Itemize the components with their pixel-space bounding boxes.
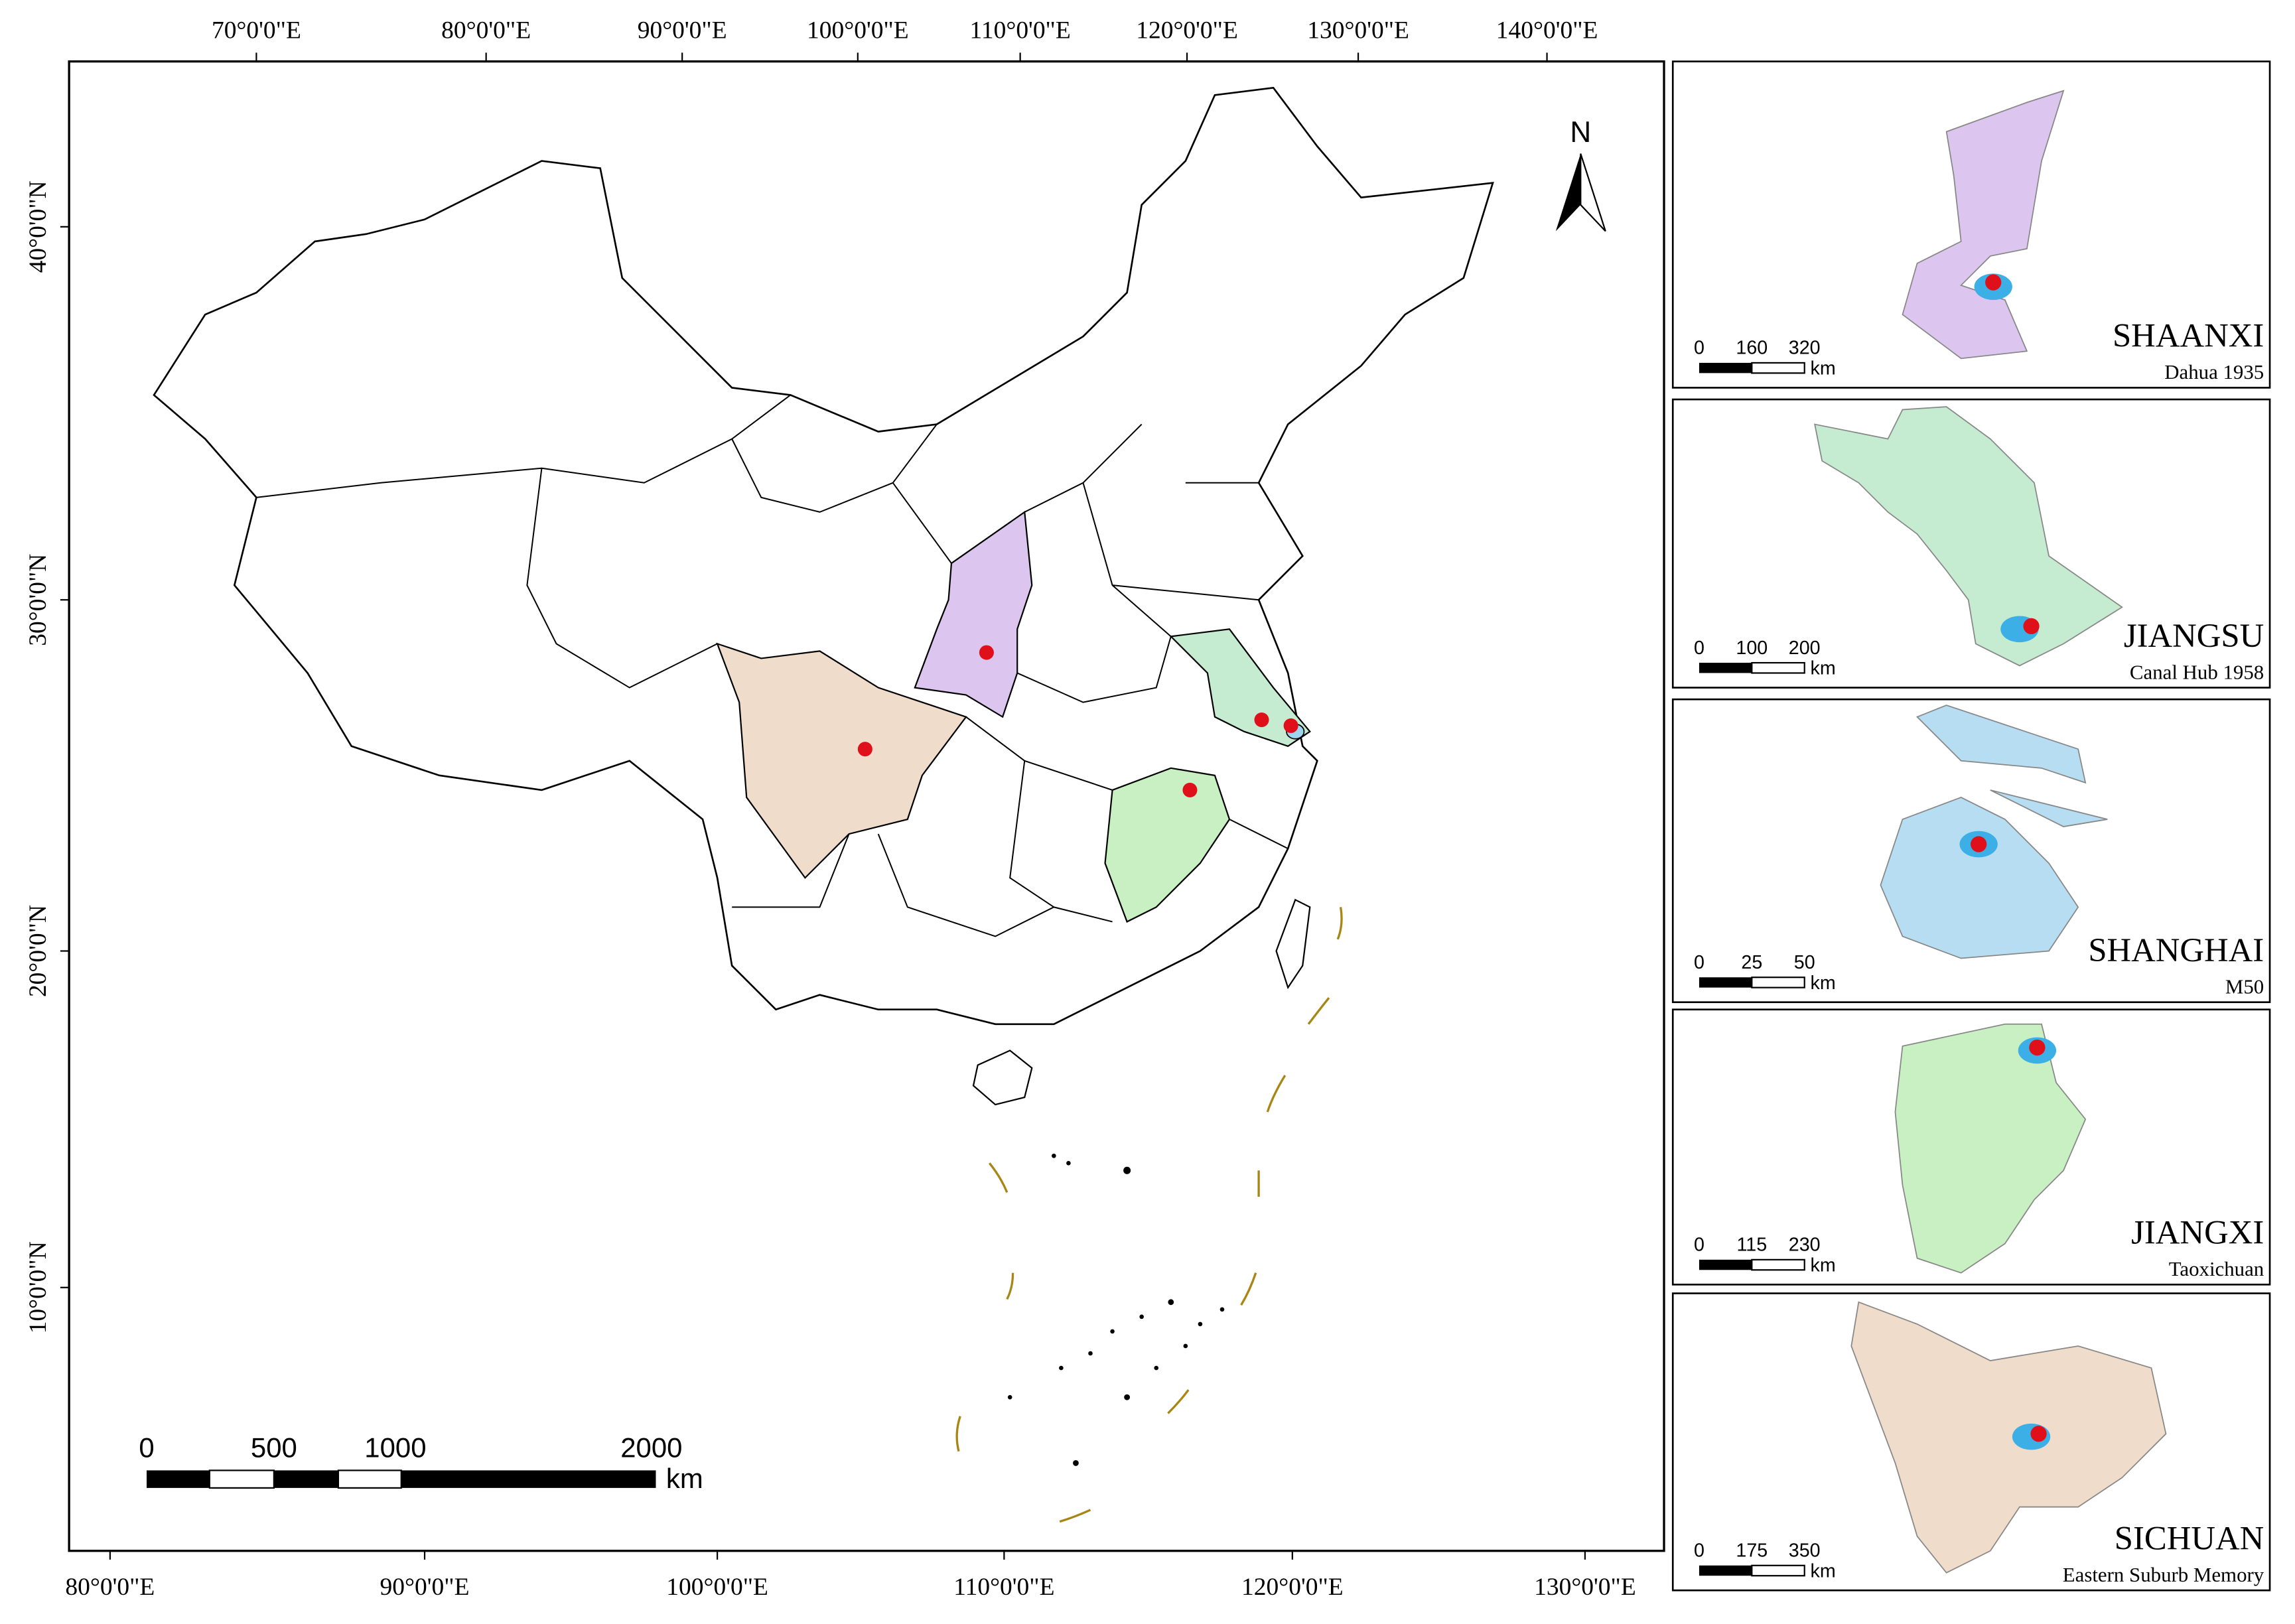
top-tick-label: 130°0'0"E [1307, 17, 1409, 44]
province-sichuan [716, 642, 967, 879]
inset-scale-unit: km [1811, 1254, 1836, 1276]
inset-scale-label: 0 [1694, 638, 1704, 659]
inset-site-name: Eastern Suburb Memory [2063, 1563, 2264, 1586]
inset-site-point [2030, 1426, 2047, 1442]
inset-scale-unit: km [1811, 358, 1836, 379]
site-points [857, 645, 1298, 797]
inset-site-point [2023, 618, 2040, 635]
inset-scale-white [1751, 661, 1805, 674]
scale-label: 500 [251, 1432, 297, 1463]
taiwan [1275, 898, 1311, 990]
inset-scale-label: 0 [1694, 1235, 1704, 1256]
top-tick-label: 100°0'0"E [807, 17, 909, 44]
left-tick-label: 40°0'0"N [25, 180, 52, 273]
inset-province [1880, 705, 2108, 959]
inset-scale-label: 320 [1789, 338, 1821, 359]
top-tick-label: 80°0'0"E [441, 17, 531, 44]
bottom-tick-label: 90°0'0"E [380, 1574, 470, 1601]
inset-site-point [1985, 274, 2002, 291]
inset-scale-black [1699, 977, 1752, 988]
inset-province-name: JIANGXI [2131, 1214, 2264, 1251]
province-boundaries [256, 394, 1288, 937]
inset-site-name: Canal Hub 1958 [2130, 660, 2264, 683]
inset-scale-label: 50 [1794, 952, 1815, 973]
inset-scale-label: 200 [1789, 638, 1821, 659]
inset-scale-white [1751, 977, 1805, 988]
inset-province-name: SHANGHAI [2088, 931, 2264, 969]
nine-dash-line [955, 907, 1343, 1523]
top-tick-label: 70°0'0"E [212, 17, 301, 44]
scale-label: 1000 [364, 1432, 426, 1463]
inset-site-point [2029, 1039, 2046, 1056]
inset-scale-label: 175 [1736, 1540, 1768, 1562]
inset-scale-label: 0 [1694, 1540, 1704, 1562]
bottom-tick-label: 80°0'0"E [65, 1574, 155, 1601]
inset-scale-label: 350 [1789, 1540, 1821, 1562]
inset-scale-label: 25 [1741, 952, 1762, 973]
inset-scale-label: 115 [1736, 1235, 1767, 1256]
north-arrow-left [1555, 153, 1581, 232]
islands [1007, 1153, 1225, 1466]
inset-province-name: SHAANXI [2113, 317, 2264, 354]
scale-label: 0 [139, 1432, 154, 1463]
left-tick-label: 20°0'0"N [25, 905, 52, 997]
north-arrow-right [1580, 153, 1606, 232]
inset-scale-unit: km [1811, 973, 1836, 994]
bottom-tick-label: 130°0'0"E [1534, 1574, 1636, 1601]
province-shaanxi [914, 510, 1033, 718]
inset-scale-black [1699, 362, 1752, 373]
inset-site-point [1971, 836, 1987, 852]
inset-site-name: Dahua 1935 [2164, 360, 2264, 383]
top-tick-label: 140°0'0"E [1496, 17, 1598, 44]
inset-scale-unit: km [1811, 1560, 1836, 1582]
inset-scale-label: 160 [1736, 338, 1768, 359]
inset-scale-label: 230 [1789, 1235, 1821, 1256]
left-tick-label: 30°0'0"N [25, 554, 52, 646]
scale-bar [147, 1469, 656, 1489]
bottom-tick-label: 120°0'0"E [1241, 1574, 1344, 1601]
inset-scale-white [1751, 1564, 1805, 1577]
inset-province [1814, 406, 2123, 667]
inset-scale-label: 0 [1694, 338, 1704, 359]
inset-province [1850, 1301, 2167, 1574]
inset-scale-label: 0 [1694, 952, 1704, 973]
left-tick-label: 10°0'0"N [25, 1241, 52, 1333]
north-label: N [1570, 116, 1591, 149]
inset-site-name: Taoxichuan [2169, 1257, 2264, 1280]
inset-scale-white [1751, 1258, 1805, 1271]
top-tick-label: 90°0'0"E [638, 17, 727, 44]
inset-province-name: JIANGSU [2124, 617, 2264, 654]
inset-scale-unit: km [1811, 658, 1836, 679]
inset-scale-white [1751, 362, 1805, 374]
top-tick-label: 120°0'0"E [1136, 17, 1238, 44]
bottom-tick-label: 100°0'0"E [666, 1574, 768, 1601]
hainan [972, 1049, 1033, 1106]
scale-label: 2000 [620, 1432, 682, 1463]
inset-province-name: SICHUAN [2115, 1520, 2264, 1557]
scale-unit: km [666, 1463, 703, 1494]
inset-scale-black [1699, 1259, 1752, 1270]
bottom-tick-label: 110°0'0"E [953, 1574, 1054, 1601]
inset-scale-black [1699, 663, 1752, 673]
inset-province [1894, 1023, 2087, 1274]
north-arrow: N [1555, 116, 1606, 232]
main-map: N 70°0'0"E 80°0'0"E 90°0'0"E 100°0'0"E 110°0… [25, 17, 1665, 1601]
inset-scale-label: 100 [1736, 638, 1768, 659]
inset-scale-black [1699, 1565, 1752, 1576]
province-jiangsu [1169, 628, 1311, 747]
province-jiangxi [1104, 767, 1231, 923]
inset-site-name: M50 [2225, 975, 2264, 998]
top-tick-label: 110°0'0"E [969, 17, 1070, 44]
map-frame [68, 60, 1665, 1552]
